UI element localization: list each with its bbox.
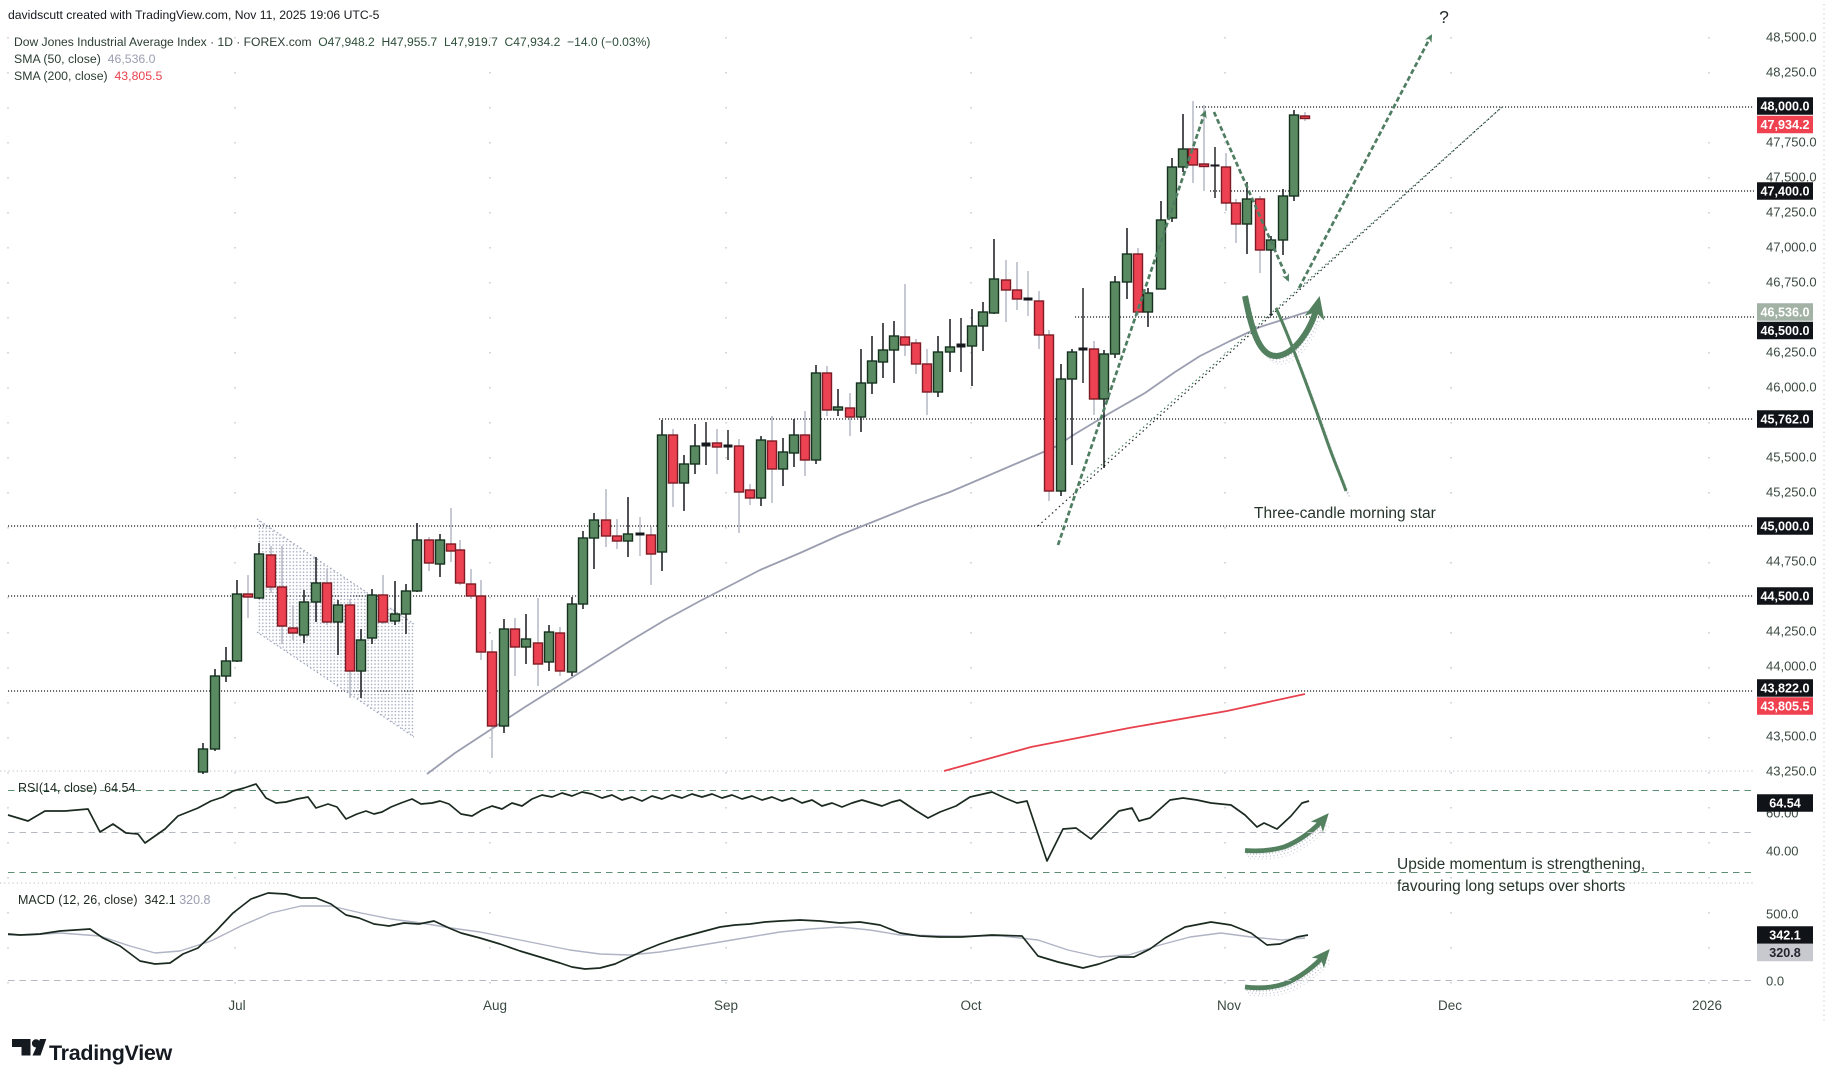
svg-text:47,250.0: 47,250.0	[1766, 205, 1817, 220]
svg-text:47,934.2: 47,934.2	[1760, 118, 1809, 132]
svg-text:48,500.0: 48,500.0	[1766, 30, 1817, 45]
svg-text:Jul: Jul	[228, 998, 245, 1013]
svg-text:47,500.0: 47,500.0	[1766, 170, 1817, 185]
svg-text:44,000.0: 44,000.0	[1766, 659, 1817, 674]
svg-text:64.54: 64.54	[1769, 797, 1801, 811]
svg-text:0.0: 0.0	[1766, 974, 1784, 989]
svg-text:favouring long setups over sho: favouring long setups over shorts	[1397, 878, 1626, 895]
svg-text:46,500.0: 46,500.0	[1760, 324, 1809, 338]
svg-text:Three-candle morning star: Three-candle morning star	[1254, 505, 1436, 522]
svg-text:48,000.0: 48,000.0	[1760, 100, 1809, 114]
svg-text:46,750.0: 46,750.0	[1766, 275, 1817, 290]
svg-text:43,805.5: 43,805.5	[1760, 700, 1809, 714]
svg-text:44,250.0: 44,250.0	[1766, 624, 1817, 639]
svg-text:Sep: Sep	[714, 998, 738, 1013]
svg-text:48,250.0: 48,250.0	[1766, 65, 1817, 80]
svg-text:MACD (12, 26, close) 342.1 32: MACD (12, 26, close) 342.1 320.8	[18, 893, 211, 907]
svg-text:43,250.0: 43,250.0	[1766, 764, 1817, 779]
svg-text:43,822.0: 43,822.0	[1760, 682, 1809, 696]
svg-text:Aug: Aug	[483, 998, 507, 1013]
svg-text:44,500.0: 44,500.0	[1760, 590, 1809, 604]
svg-text:47,750.0: 47,750.0	[1766, 135, 1817, 150]
svg-text:2026: 2026	[1692, 998, 1722, 1013]
svg-text:Dec: Dec	[1438, 998, 1462, 1013]
svg-text:40.00: 40.00	[1766, 844, 1799, 859]
svg-text:Nov: Nov	[1217, 998, 1241, 1013]
svg-text:Upside momentum is strengtheni: Upside momentum is strengthening,	[1397, 856, 1645, 873]
svg-text:45,762.0: 45,762.0	[1760, 413, 1809, 427]
svg-text:342.1: 342.1	[1769, 929, 1801, 943]
svg-text:45,500.0: 45,500.0	[1766, 450, 1817, 465]
svg-text:44,750.0: 44,750.0	[1766, 554, 1817, 569]
svg-text:Dow Jones Industrial Average I: Dow Jones Industrial Average Index · 1D …	[14, 35, 650, 49]
svg-text:RSI(14, close) 64.54: RSI(14, close) 64.54	[18, 781, 135, 795]
svg-text:320.8: 320.8	[1769, 946, 1801, 960]
svg-text:davidscutt created with Tradin: davidscutt created with TradingView.com,…	[8, 8, 380, 22]
svg-text:?: ?	[1439, 7, 1449, 27]
svg-text:SMA (50, close) 46,536.0: SMA (50, close) 46,536.0	[14, 52, 156, 66]
svg-text:TradingView: TradingView	[49, 1041, 173, 1065]
svg-text:Oct: Oct	[960, 998, 981, 1013]
svg-text:47,400.0: 47,400.0	[1760, 185, 1809, 199]
svg-text:47,000.0: 47,000.0	[1766, 240, 1817, 255]
svg-text:45,000.0: 45,000.0	[1760, 520, 1809, 534]
svg-text:43,500.0: 43,500.0	[1766, 729, 1817, 744]
svg-text:46,250.0: 46,250.0	[1766, 345, 1817, 360]
svg-text:500.0: 500.0	[1766, 907, 1799, 922]
svg-text:46,000.0: 46,000.0	[1766, 380, 1817, 395]
svg-text:45,250.0: 45,250.0	[1766, 485, 1817, 500]
svg-text:46,536.0: 46,536.0	[1760, 306, 1809, 320]
svg-text:SMA (200, close) 43,805.5: SMA (200, close) 43,805.5	[14, 69, 162, 83]
